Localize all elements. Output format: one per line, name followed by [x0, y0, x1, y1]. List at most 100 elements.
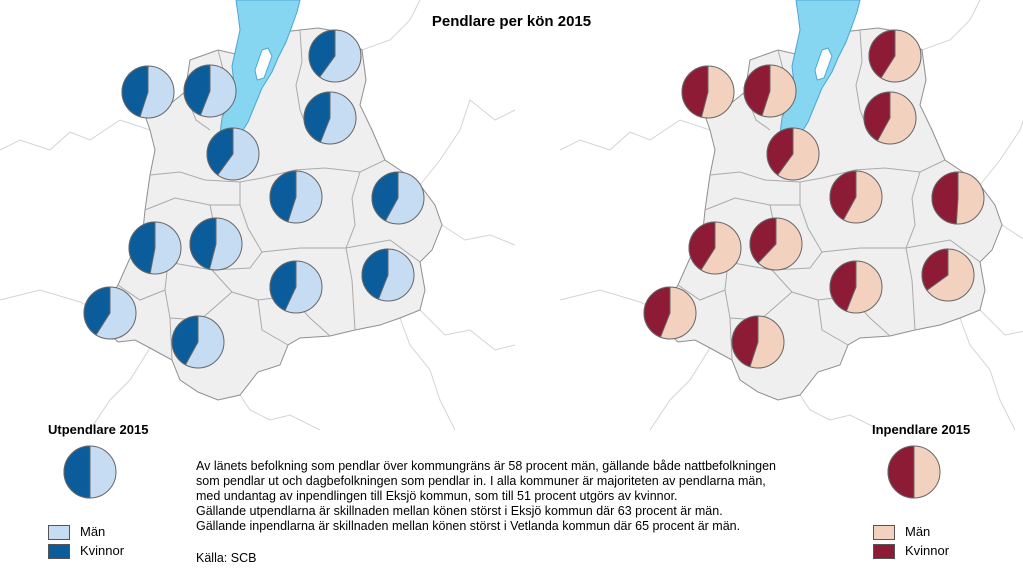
region-border — [649, 347, 711, 430]
pie-slice-kvinnor — [688, 221, 716, 271]
municipality-border — [164, 261, 173, 361]
legend-label: Män — [80, 524, 106, 539]
region-border — [361, 0, 421, 51]
swatch-man — [48, 525, 70, 541]
utpendlare-pie — [171, 315, 225, 369]
pie-slice-kvinnor — [83, 286, 111, 336]
utpendlare-pies — [83, 29, 425, 369]
region-border — [799, 394, 881, 430]
utpendlare-legend-title: Utpendlare 2015 — [48, 422, 149, 437]
municipality-border — [261, 159, 386, 179]
inpendlare-map — [560, 0, 1023, 430]
municipality-border — [345, 171, 361, 249]
inpendlare-pie — [931, 171, 985, 225]
region-border — [419, 309, 516, 351]
inpendlare-pie — [829, 170, 883, 224]
utpendlare-pie — [269, 170, 323, 224]
region-border — [0, 119, 151, 151]
swatch-man — [873, 525, 895, 541]
description-text: Av länets befolkning som pendlar över ko… — [196, 459, 836, 534]
municipality-border — [905, 247, 916, 331]
chart-title: Pendlare per kön 2015 — [431, 13, 592, 30]
description-line: med undantag av inpendlingen till Eksjö … — [196, 489, 678, 503]
municipality-border — [905, 171, 921, 249]
municipality-border — [709, 171, 823, 183]
inpendlare-pie — [688, 221, 742, 275]
pie-slice-kvinnor — [921, 248, 949, 291]
inpendlare-pies — [643, 29, 985, 369]
region-border — [89, 347, 151, 430]
swatch-kvinnor — [873, 544, 895, 560]
description-line: Gällande utpendlarna är skillnaden mella… — [196, 504, 723, 518]
pie-slice-kvinnor — [63, 445, 91, 499]
legend-pie-group — [63, 445, 117, 499]
lake-vattern — [219, 0, 301, 143]
county-land — [659, 27, 1003, 401]
utpendlare-legend-pie — [63, 445, 117, 499]
region-border — [959, 317, 1016, 430]
region-border — [979, 309, 1023, 336]
pie-slice-kvinnor — [189, 217, 217, 270]
background-borders — [0, 0, 516, 430]
inpendlare-pie — [829, 260, 883, 314]
inpendlare-pie — [681, 65, 735, 119]
inpendlare-pie — [868, 29, 922, 83]
pie-slice-kvinnor — [887, 445, 915, 499]
pie-slice-kvinnor — [643, 286, 671, 338]
description-line: som pendlar ut och dagbefolkningen som p… — [196, 474, 766, 488]
pie-slice-kvinnor — [269, 260, 297, 312]
inpendlare-legend-kvinnor: Kvinnor — [873, 543, 950, 560]
inpendlare-legend-pie — [887, 445, 941, 499]
pie-slice-kvinnor — [121, 65, 149, 118]
municipality-border — [799, 182, 823, 253]
inpendlare-pie — [766, 127, 820, 181]
municipality-border — [677, 284, 726, 301]
source-text: Källa: SCB — [196, 551, 257, 565]
municipality-border — [345, 247, 356, 331]
pie-slice-kvinnor — [749, 217, 777, 264]
pie-slice-kvinnor — [863, 91, 891, 142]
legend-label: Kvinnor — [80, 543, 125, 558]
utpendlare-pie — [83, 286, 137, 340]
description-line: Gällande inpendlarna är skillnaden mella… — [196, 519, 741, 533]
region-border — [560, 119, 711, 151]
region-border — [979, 119, 1023, 186]
utpendlare-pie — [183, 64, 237, 118]
legend-label: Kvinnor — [905, 543, 950, 558]
county-land — [99, 27, 443, 401]
municipality-border — [149, 171, 263, 183]
municipality-border — [141, 239, 421, 271]
description-line: Av länets befolkning som pendlar över ko… — [196, 459, 776, 473]
utpendlare-pie — [303, 91, 357, 145]
utpendlare-pie — [361, 248, 415, 302]
municipality-border — [295, 29, 311, 136]
county-outline — [659, 27, 1003, 401]
swatch-kvinnor — [48, 544, 70, 560]
municipality-border — [117, 284, 166, 301]
municipality-border — [701, 239, 981, 271]
region-border — [239, 394, 321, 430]
region-border — [399, 317, 456, 430]
region-border — [921, 0, 981, 51]
pie-slice-kvinnor — [743, 64, 771, 117]
legend-label: Män — [905, 524, 931, 539]
pie-slice-kvinnor — [829, 170, 857, 221]
municipality-border — [821, 159, 946, 179]
inpendlare-pie — [743, 64, 797, 118]
municipality-border — [239, 182, 263, 253]
utpendlare-pie — [206, 127, 260, 181]
region-border — [419, 99, 516, 186]
lake-island — [254, 47, 273, 81]
pie-slice-kvinnor — [371, 171, 399, 222]
utpendlare-map — [0, 0, 516, 430]
municipality-border — [724, 261, 733, 361]
pie-slice-kvinnor — [681, 65, 709, 118]
region-border — [441, 224, 516, 246]
inpendlare-legend-man: Män — [873, 524, 931, 541]
pie-slice-kvinnor — [269, 170, 297, 223]
utpendlare-legend-kvinnor: Kvinnor — [48, 543, 125, 560]
pie-slice-kvinnor — [206, 127, 234, 176]
utpendlare-pie — [121, 65, 175, 119]
pie-slice-kvinnor — [128, 221, 156, 275]
municipality-border — [144, 197, 240, 211]
